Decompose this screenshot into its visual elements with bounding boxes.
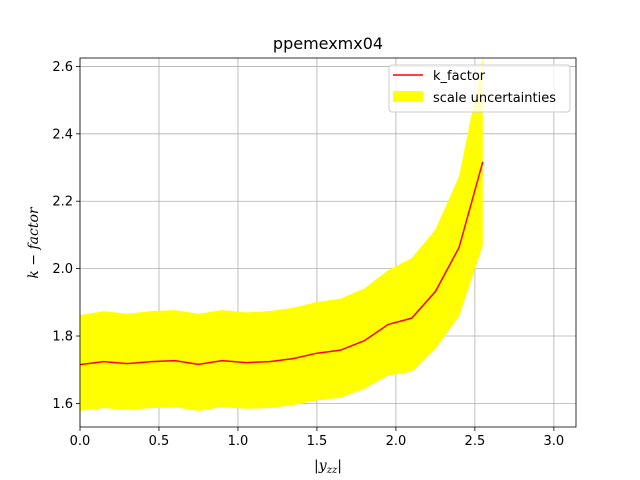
legend-scale-uncertainties-label: scale uncertainties: [433, 91, 556, 106]
chart-title: ppemexmx04: [273, 34, 383, 53]
legend: k_factor scale uncertainties: [388, 64, 571, 113]
y-axis-ticks: 1.6 1.8 2.0 2.2 2.4 2.6: [52, 60, 80, 412]
y-tick-label: 1.8: [52, 330, 73, 345]
y-tick-label: 2.4: [52, 127, 73, 142]
x-tick-label: 2.0: [386, 434, 407, 449]
x-tick-label: 1.5: [307, 434, 328, 449]
x-tick-label: 1.0: [228, 434, 249, 449]
legend-box: [388, 64, 571, 113]
legend-k-factor-label: k_factor: [433, 69, 486, 84]
x-tick-label: 2.5: [465, 434, 486, 449]
y-tick-label: 2.2: [52, 195, 73, 210]
y-tick-label: 2.6: [52, 60, 73, 75]
x-axis-label: |yzz|: [314, 458, 342, 476]
plot-area-frame: [79, 57, 577, 428]
x-tick-label: 3.0: [544, 434, 565, 449]
y-tick-label: 2.0: [52, 262, 73, 277]
scale-uncertainties-band: [80, 59, 483, 411]
k-factor-line: [79, 161, 484, 366]
x-tick-label: 0.5: [149, 434, 170, 449]
y-tick-label: 1.6: [52, 397, 73, 412]
legend-scale-uncertainties-swatch: [393, 91, 423, 102]
y-axis-label: k − factor: [26, 206, 42, 279]
x-tick-label: 0.0: [70, 434, 91, 449]
x-axis-ticks: 0.0 0.5 1.0 1.5 2.0 2.5 3.0: [70, 427, 565, 449]
